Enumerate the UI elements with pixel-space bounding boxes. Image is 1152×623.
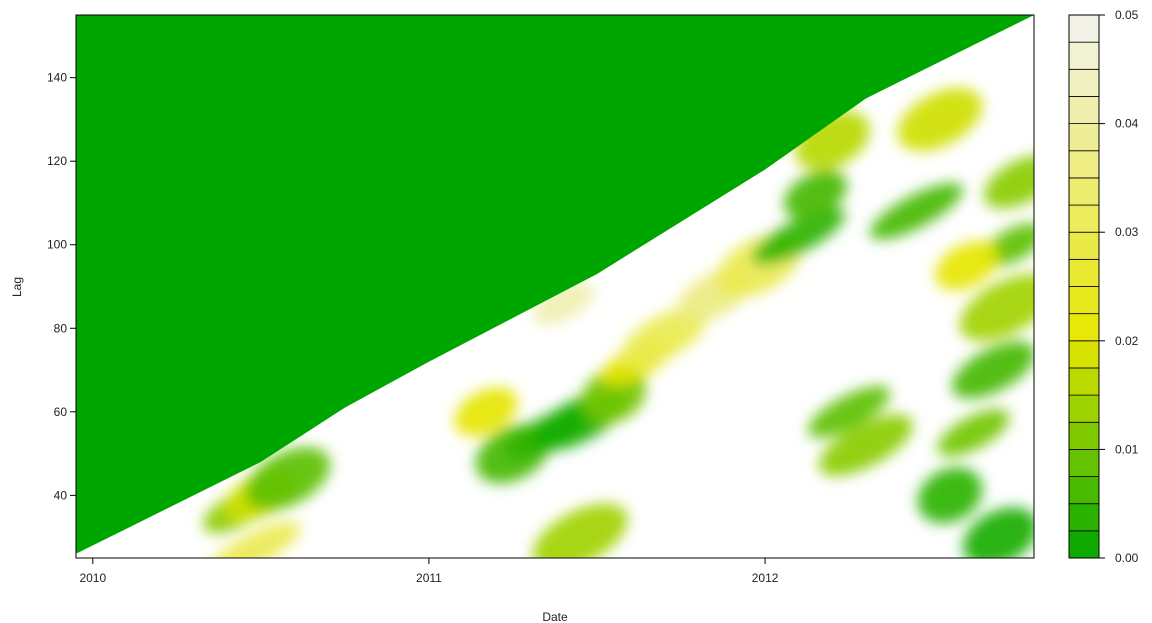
colorbar-swatch xyxy=(1068,41,1100,70)
y-axis-label: Lag xyxy=(10,277,24,297)
heat-patch xyxy=(807,385,891,438)
heat-patch xyxy=(783,170,848,220)
plot-area xyxy=(75,14,1035,559)
colorbar-swatch xyxy=(1068,340,1100,369)
heat-patch xyxy=(532,503,628,558)
colorbar-frame xyxy=(1068,14,1100,559)
colorbar-swatch xyxy=(1068,476,1100,505)
colorbar-swatch xyxy=(1068,421,1100,450)
colorbar-tick-label: 0.03 xyxy=(1115,225,1139,239)
colorbar-swatch xyxy=(1068,68,1100,97)
y-tick-label: 80 xyxy=(54,321,68,335)
heat-patch xyxy=(983,155,1034,209)
heat-patch xyxy=(897,87,983,151)
heat-patch xyxy=(937,409,1010,457)
heat-patch xyxy=(935,241,999,291)
colorbar-swatch xyxy=(1068,394,1100,423)
upper-left-region xyxy=(76,15,1034,554)
colorbar-swatch xyxy=(1068,286,1100,315)
value-patches xyxy=(203,87,1034,558)
colorbar: 0.00 0.01 0.02 0.03 0.04 0.05 xyxy=(1068,8,1139,565)
y-tick-label: 60 xyxy=(54,405,68,419)
heat-patch xyxy=(752,208,846,265)
heat-patch xyxy=(622,308,706,366)
y-axis: 40 60 80 100 120 140 xyxy=(47,71,76,502)
heat-patch xyxy=(532,281,595,325)
plot-frame xyxy=(75,14,1035,559)
colorbar-swatch xyxy=(1068,123,1100,152)
colorbar-swatch xyxy=(1068,258,1100,287)
heat-patch xyxy=(951,341,1034,399)
colorbar-swatch xyxy=(1068,204,1100,233)
colorbar-tick-label: 0.04 xyxy=(1115,117,1139,131)
colorbar-swatch xyxy=(1068,231,1100,260)
x-axis-label: Date xyxy=(542,610,568,623)
heat-patch xyxy=(917,467,983,524)
heat-patch xyxy=(869,183,963,240)
colorbar-swatch xyxy=(1068,367,1100,396)
colorbar-swatch xyxy=(1068,530,1100,559)
x-tick-label: 2010 xyxy=(79,571,106,585)
colorbar-swatch xyxy=(1068,503,1100,532)
colorbar-swatch xyxy=(1068,150,1100,179)
y-tick-label: 140 xyxy=(47,71,67,85)
heat-patch xyxy=(963,507,1034,558)
colorbar-swatch xyxy=(1068,14,1100,43)
heat-patch xyxy=(207,521,301,558)
heat-patch xyxy=(245,447,331,511)
heat-patch xyxy=(959,273,1034,341)
x-tick-label: 2012 xyxy=(752,571,779,585)
x-tick-label: 2011 xyxy=(416,571,442,585)
colorbar-tick-label: 0.05 xyxy=(1115,8,1139,22)
colorbar-tick-label: 0.00 xyxy=(1115,551,1139,565)
colorbar-tick-label: 0.01 xyxy=(1115,442,1139,456)
heat-patch xyxy=(454,387,518,437)
colorbar-swatch xyxy=(1068,313,1100,342)
colorbar-swatch xyxy=(1068,96,1100,124)
y-tick-label: 120 xyxy=(47,154,67,168)
colorbar-swatch xyxy=(1068,177,1100,206)
x-axis: 2010 2011 2012 xyxy=(79,558,779,585)
y-tick-label: 100 xyxy=(47,238,67,252)
colorbar-swatch xyxy=(1068,448,1100,477)
colorbar-tick-label: 0.02 xyxy=(1115,334,1139,348)
y-tick-label: 40 xyxy=(54,488,68,502)
heat-patch xyxy=(818,414,913,476)
